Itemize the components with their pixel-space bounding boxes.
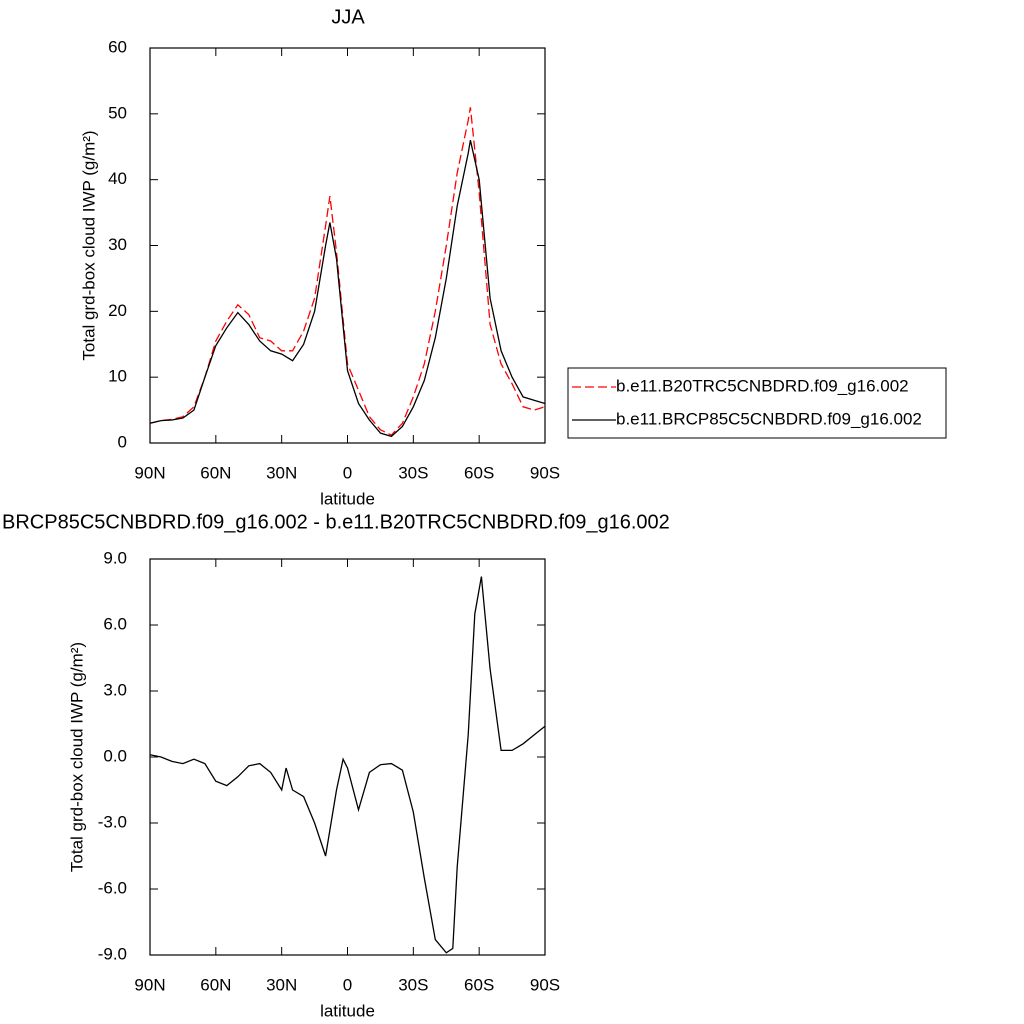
y-tick-label: 0.0 — [103, 746, 127, 765]
x-tick-label: 0 — [343, 463, 352, 482]
y-tick-label: 0 — [118, 432, 127, 451]
y-tick-label: 9.0 — [103, 548, 127, 567]
y-tick-label: 3.0 — [103, 680, 127, 699]
y-tick-label: 60 — [108, 37, 127, 56]
x-tick-label: 90N — [134, 463, 165, 482]
y-tick-label: 20 — [108, 301, 127, 320]
x-tick-label: 60S — [464, 975, 494, 994]
y-tick-label: 6.0 — [103, 614, 127, 633]
series-line — [149, 576, 546, 954]
chart-title: JJA — [331, 6, 365, 28]
x-tick-label: 0 — [343, 975, 352, 994]
x-tick-label: 60N — [200, 463, 231, 482]
x-tick-label: 60S — [464, 463, 494, 482]
y-tick-label: 10 — [108, 367, 127, 386]
x-tick-label: 30S — [398, 463, 428, 482]
y-tick-label: 40 — [108, 169, 127, 188]
series-line — [149, 140, 546, 438]
legend-label: b.e11.B20TRC5CNBDRD.f09_g16.002 — [616, 376, 909, 395]
y-tick-label: 50 — [108, 103, 127, 122]
x-tick-label: 90S — [530, 463, 560, 482]
y-axis-label: Total grd-box cloud IWP (g/m²) — [79, 130, 98, 360]
x-tick-label: 60N — [200, 975, 231, 994]
x-tick-label: 90N — [134, 975, 165, 994]
series-line — [149, 107, 546, 436]
x-tick-label: 90S — [530, 975, 560, 994]
y-tick-label: -9.0 — [98, 944, 127, 963]
legend-label: b.e11.BRCP85C5CNBDRD.f09_g16.002 — [616, 409, 922, 428]
x-axis-label: latitude — [320, 1001, 375, 1020]
y-tick-label: 30 — [108, 235, 127, 254]
x-tick-label: 30S — [398, 975, 428, 994]
y-tick-label: -6.0 — [98, 878, 127, 897]
y-tick-label: -3.0 — [98, 812, 127, 831]
x-axis-label: latitude — [320, 489, 375, 508]
chart-title: BRCP85C5CNBDRD.f09_g16.002 - b.e11.B20TR… — [2, 511, 670, 533]
y-axis-label: Total grd-box cloud IWP (g/m²) — [67, 642, 86, 872]
legend-box — [567, 367, 947, 439]
x-tick-label: 30N — [266, 463, 297, 482]
x-tick-label: 30N — [266, 975, 297, 994]
